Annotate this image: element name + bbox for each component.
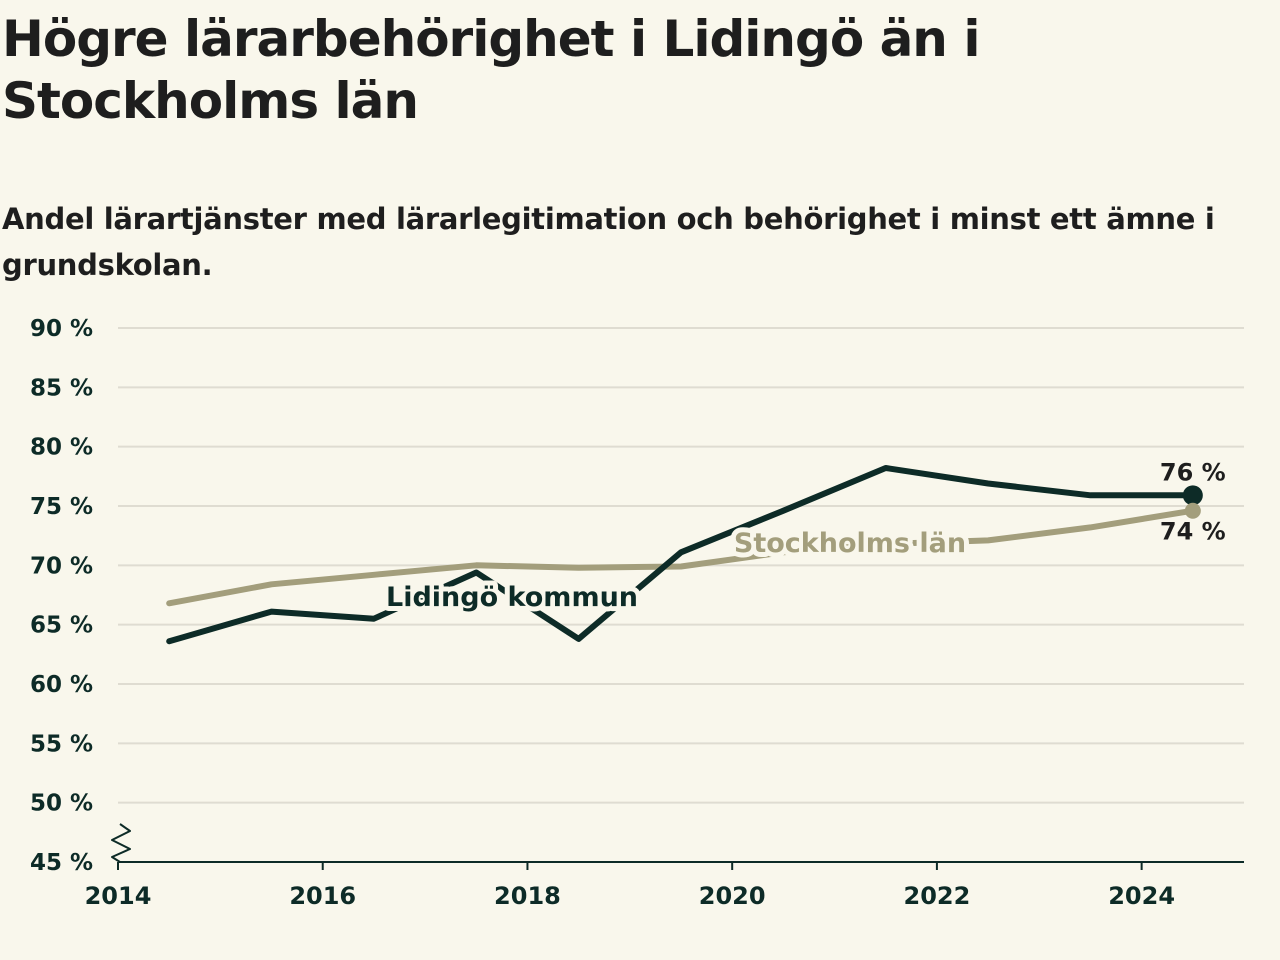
end-point-stockholm: [1184, 502, 1201, 519]
y-tick-label: 60 %: [30, 672, 93, 698]
chart-subtitle: Andel lärartjänster med lärarlegitimatio…: [2, 202, 1215, 282]
series-line-lidingo: [166, 465, 1196, 645]
series-label-halo: Lidingö kommun: [386, 582, 638, 613]
y-tick-label: 75 %: [30, 494, 93, 520]
y-tick-label: 85 %: [30, 375, 93, 401]
y-tick-label: 70 %: [30, 553, 93, 579]
y-tick-label: 65 %: [30, 613, 93, 639]
y-tick-label: 80 %: [30, 435, 93, 461]
series-line-stockholm: [166, 507, 1196, 607]
x-tick-label: 2020: [699, 882, 766, 910]
y-tick-label: 45 %: [30, 850, 93, 876]
series-label-lidingo: Lidingö kommun: [386, 582, 638, 613]
x-tick-label: 2018: [494, 882, 561, 910]
x-tick-label: 2024: [1108, 882, 1175, 910]
axis-break-icon: [111, 823, 131, 863]
series-lines: [166, 465, 1196, 645]
x-tick-label: 2022: [904, 882, 971, 910]
y-tick-label: 55 %: [30, 731, 93, 757]
series-label-halo: Stockholms län: [734, 528, 966, 559]
y-axis-ticks: 45 % 50 % 55 % 60 % 65 % 70 % 75 % 80 % 85 % 90 %: [30, 316, 93, 876]
y-tick-label: 50 %: [30, 791, 93, 817]
end-value-label: 74 %: [1160, 518, 1226, 546]
end-value-label: 76 %: [1160, 458, 1226, 486]
series-label-stockholm: Stockholms län: [734, 528, 966, 559]
x-tick-label: 2016: [289, 882, 356, 910]
x-tick-label: 2014: [85, 882, 152, 910]
y-tick-label: 90 %: [30, 316, 93, 342]
end-point-lidingo: [1182, 485, 1203, 506]
x-axis: 2014 2016 2018 2020 2022 2024: [85, 823, 1244, 910]
chart-title: Högre lärarbehörighet i Lidingö än i Sto…: [2, 10, 980, 130]
